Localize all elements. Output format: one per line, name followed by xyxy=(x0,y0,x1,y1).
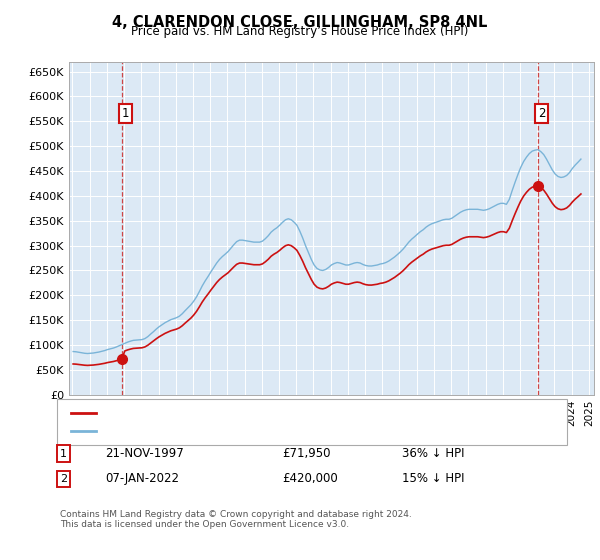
Text: £420,000: £420,000 xyxy=(282,472,338,486)
Text: 21-NOV-1997: 21-NOV-1997 xyxy=(105,447,184,460)
Text: 36% ↓ HPI: 36% ↓ HPI xyxy=(402,447,464,460)
Text: 15% ↓ HPI: 15% ↓ HPI xyxy=(402,472,464,486)
Text: 1: 1 xyxy=(122,107,130,120)
Text: 4, CLARENDON CLOSE, GILLINGHAM, SP8 4NL (detached house): 4, CLARENDON CLOSE, GILLINGHAM, SP8 4NL … xyxy=(101,408,434,418)
Text: 4, CLARENDON CLOSE, GILLINGHAM, SP8 4NL: 4, CLARENDON CLOSE, GILLINGHAM, SP8 4NL xyxy=(112,15,488,30)
Text: 2: 2 xyxy=(60,474,67,484)
Text: £71,950: £71,950 xyxy=(282,447,331,460)
Text: Contains HM Land Registry data © Crown copyright and database right 2024.
This d: Contains HM Land Registry data © Crown c… xyxy=(60,510,412,529)
Text: 2: 2 xyxy=(538,107,545,120)
Text: 1: 1 xyxy=(60,449,67,459)
Text: 07-JAN-2022: 07-JAN-2022 xyxy=(105,472,179,486)
Text: HPI: Average price, detached house, Dorset: HPI: Average price, detached house, Dors… xyxy=(101,426,328,436)
Text: Price paid vs. HM Land Registry’s House Price Index (HPI): Price paid vs. HM Land Registry’s House … xyxy=(131,25,469,38)
